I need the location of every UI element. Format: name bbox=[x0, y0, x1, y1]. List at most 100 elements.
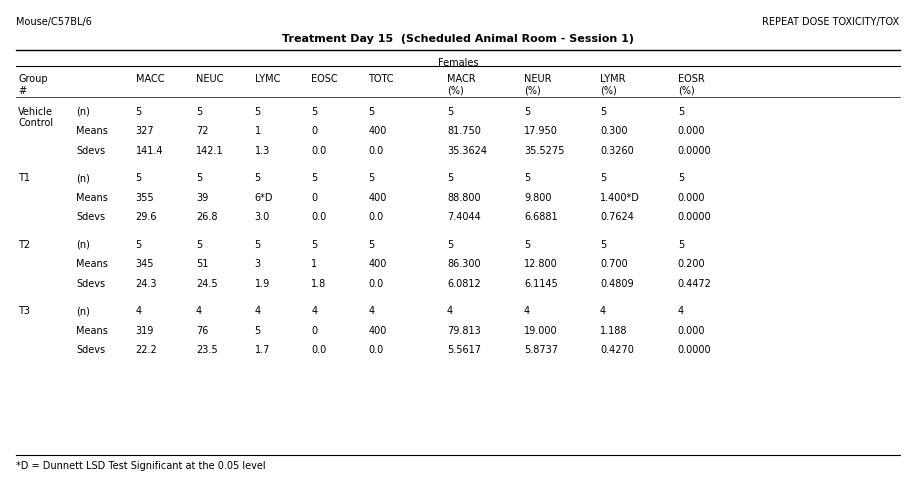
Text: 5: 5 bbox=[196, 239, 202, 249]
Text: 0.0: 0.0 bbox=[311, 145, 327, 155]
Text: Sdevs: Sdevs bbox=[76, 145, 105, 155]
Text: 35.3624: 35.3624 bbox=[447, 145, 487, 155]
Text: 81.750: 81.750 bbox=[447, 126, 481, 136]
Text: 0.0000: 0.0000 bbox=[678, 145, 712, 155]
Text: Sdevs: Sdevs bbox=[76, 212, 105, 222]
Text: NEUR
(%): NEUR (%) bbox=[524, 74, 551, 96]
Text: 6.1145: 6.1145 bbox=[524, 278, 558, 288]
Text: LYMR
(%): LYMR (%) bbox=[600, 74, 626, 96]
Text: EOSC: EOSC bbox=[311, 74, 338, 84]
Text: 0.0000: 0.0000 bbox=[678, 212, 712, 222]
Text: 6.0812: 6.0812 bbox=[447, 278, 481, 288]
Text: 5: 5 bbox=[600, 106, 606, 116]
Text: 5: 5 bbox=[196, 106, 202, 116]
Text: 79.813: 79.813 bbox=[447, 325, 481, 335]
Text: 1.400*D: 1.400*D bbox=[600, 192, 640, 202]
Text: 5: 5 bbox=[136, 173, 142, 183]
Text: 0: 0 bbox=[311, 325, 318, 335]
Text: 5: 5 bbox=[447, 173, 453, 183]
Text: 5: 5 bbox=[600, 173, 606, 183]
Text: 0.700: 0.700 bbox=[600, 259, 627, 268]
Text: 5: 5 bbox=[524, 173, 530, 183]
Text: 23.5: 23.5 bbox=[196, 345, 218, 354]
Text: Means: Means bbox=[76, 126, 108, 136]
Text: 1: 1 bbox=[311, 259, 318, 268]
Text: 76: 76 bbox=[196, 325, 209, 335]
Text: 0.0000: 0.0000 bbox=[678, 345, 712, 354]
Text: 17.950: 17.950 bbox=[524, 126, 558, 136]
Text: T1: T1 bbox=[18, 173, 30, 183]
Text: 6*D: 6*D bbox=[255, 192, 273, 202]
Text: 22.2: 22.2 bbox=[136, 345, 158, 354]
Text: MACR
(%): MACR (%) bbox=[447, 74, 475, 96]
Text: Vehicle
Control: Vehicle Control bbox=[18, 106, 53, 128]
Text: 0.3260: 0.3260 bbox=[600, 145, 634, 155]
Text: 5: 5 bbox=[678, 106, 684, 116]
Text: *D = Dunnett LSD Test Significant at the 0.05 level: *D = Dunnett LSD Test Significant at the… bbox=[16, 460, 267, 469]
Text: 400: 400 bbox=[368, 192, 387, 202]
Text: 5: 5 bbox=[311, 173, 318, 183]
Text: 24.3: 24.3 bbox=[136, 278, 157, 288]
Text: 3.0: 3.0 bbox=[255, 212, 270, 222]
Text: 0.000: 0.000 bbox=[678, 325, 705, 335]
Text: 400: 400 bbox=[368, 259, 387, 268]
Text: 88.800: 88.800 bbox=[447, 192, 481, 202]
Text: 327: 327 bbox=[136, 126, 154, 136]
Text: 5: 5 bbox=[255, 106, 261, 116]
Text: 1: 1 bbox=[255, 126, 261, 136]
Text: T2: T2 bbox=[18, 239, 30, 249]
Text: 400: 400 bbox=[368, 325, 387, 335]
Text: Treatment Day 15  (Scheduled Animal Room - Session 1): Treatment Day 15 (Scheduled Animal Room … bbox=[282, 34, 634, 44]
Text: 1.7: 1.7 bbox=[255, 345, 270, 354]
Text: 400: 400 bbox=[368, 126, 387, 136]
Text: 9.800: 9.800 bbox=[524, 192, 551, 202]
Text: Means: Means bbox=[76, 259, 108, 268]
Text: 5: 5 bbox=[368, 173, 375, 183]
Text: 0.4809: 0.4809 bbox=[600, 278, 634, 288]
Text: 1.3: 1.3 bbox=[255, 145, 270, 155]
Text: 0.0: 0.0 bbox=[368, 212, 384, 222]
Text: 24.5: 24.5 bbox=[196, 278, 218, 288]
Text: 142.1: 142.1 bbox=[196, 145, 224, 155]
Text: 5: 5 bbox=[678, 239, 684, 249]
Text: 0.000: 0.000 bbox=[678, 192, 705, 202]
Text: 319: 319 bbox=[136, 325, 154, 335]
Text: 4: 4 bbox=[600, 305, 606, 315]
Text: 0.0: 0.0 bbox=[311, 212, 327, 222]
Text: 0: 0 bbox=[311, 126, 318, 136]
Text: (n): (n) bbox=[76, 106, 90, 116]
Text: 5: 5 bbox=[368, 239, 375, 249]
Text: 72: 72 bbox=[196, 126, 209, 136]
Text: 5: 5 bbox=[136, 106, 142, 116]
Text: 355: 355 bbox=[136, 192, 154, 202]
Text: 1.9: 1.9 bbox=[255, 278, 270, 288]
Text: 5: 5 bbox=[255, 173, 261, 183]
Text: 26.8: 26.8 bbox=[196, 212, 217, 222]
Text: 39: 39 bbox=[196, 192, 208, 202]
Text: 0.0: 0.0 bbox=[311, 345, 327, 354]
Text: 0.0: 0.0 bbox=[368, 345, 384, 354]
Text: 5: 5 bbox=[255, 239, 261, 249]
Text: 0.000: 0.000 bbox=[678, 126, 705, 136]
Text: 4: 4 bbox=[136, 305, 142, 315]
Text: 6.6881: 6.6881 bbox=[524, 212, 558, 222]
Text: 4: 4 bbox=[255, 305, 261, 315]
Text: 4: 4 bbox=[678, 305, 684, 315]
Text: 35.5275: 35.5275 bbox=[524, 145, 564, 155]
Text: 5: 5 bbox=[136, 239, 142, 249]
Text: LYMC: LYMC bbox=[255, 74, 280, 84]
Text: Mouse/C57BL/6: Mouse/C57BL/6 bbox=[16, 17, 93, 27]
Text: 3: 3 bbox=[255, 259, 261, 268]
Text: 4: 4 bbox=[196, 305, 202, 315]
Text: 0.4472: 0.4472 bbox=[678, 278, 712, 288]
Text: 1.8: 1.8 bbox=[311, 278, 327, 288]
Text: 4: 4 bbox=[447, 305, 453, 315]
Text: (n): (n) bbox=[76, 239, 90, 249]
Text: 51: 51 bbox=[196, 259, 209, 268]
Text: 5: 5 bbox=[447, 239, 453, 249]
Text: EOSR
(%): EOSR (%) bbox=[678, 74, 704, 96]
Text: Sdevs: Sdevs bbox=[76, 345, 105, 354]
Text: 5.8737: 5.8737 bbox=[524, 345, 558, 354]
Text: Group
#: Group # bbox=[18, 74, 48, 96]
Text: 0.7624: 0.7624 bbox=[600, 212, 634, 222]
